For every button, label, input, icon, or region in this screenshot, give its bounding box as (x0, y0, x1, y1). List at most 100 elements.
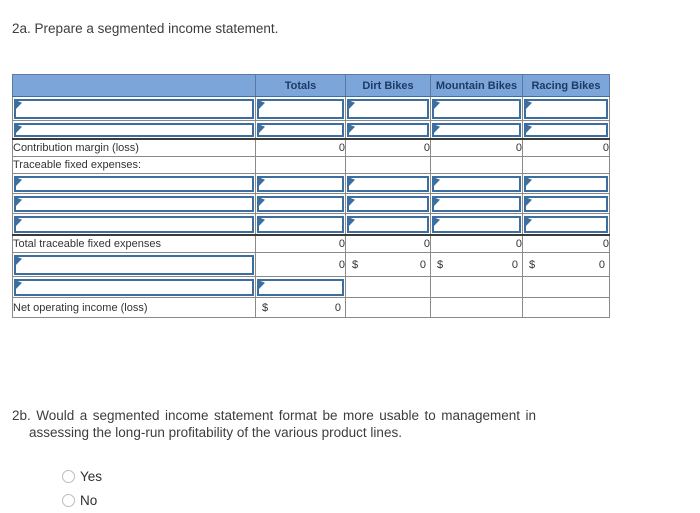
header-blank (12, 74, 256, 97)
input-box[interactable] (347, 176, 429, 192)
mountain-bikes-input[interactable] (430, 96, 523, 121)
row-label-input[interactable] (12, 213, 256, 235)
totals-value: 0 (255, 137, 346, 157)
dirt-bikes-input[interactable] (345, 96, 431, 121)
totals-input[interactable] (255, 173, 346, 194)
value: 0 (419, 258, 426, 271)
totals-input[interactable] (255, 120, 346, 139)
racing-bikes-value: 0 (522, 137, 610, 157)
input-box[interactable] (432, 176, 521, 192)
question-2b-line2: assessing the long-run profitability of … (29, 425, 402, 440)
input-box[interactable] (257, 216, 344, 233)
dirt-bikes-cell-empty (345, 276, 431, 298)
radio-button-no-icon[interactable] (62, 493, 75, 507)
row-label: Traceable fixed expenses: (12, 156, 256, 174)
input-box[interactable] (14, 216, 254, 233)
mountain-bikes-value: 0 (430, 137, 523, 157)
totals-input[interactable] (255, 96, 346, 121)
choice-no[interactable]: No (62, 488, 102, 512)
totals-input[interactable] (255, 193, 346, 214)
header-mountain-bikes: Mountain Bikes (430, 74, 523, 97)
input-box[interactable] (432, 196, 521, 212)
input-box[interactable] (14, 99, 254, 119)
dirt-bikes-value: $0 (345, 252, 431, 277)
racing-bikes-input[interactable] (522, 96, 610, 121)
dirt-bikes-value: 0 (345, 233, 431, 253)
dirt-bikes-input[interactable] (345, 213, 431, 235)
totals-value: 0 (255, 233, 346, 253)
radio-button-yes-icon[interactable] (62, 469, 75, 483)
row-label-input[interactable] (12, 120, 256, 139)
row-label-input[interactable] (12, 96, 256, 121)
racing-bikes-cell-empty (522, 297, 610, 318)
mountain-bikes-cell-empty (430, 297, 523, 318)
input-box[interactable] (432, 216, 521, 233)
input-box[interactable] (257, 99, 344, 119)
totals-input[interactable] (255, 213, 346, 235)
totals-value: $0 (255, 297, 346, 318)
table-header-row: Totals Dirt Bikes Mountain Bikes Racing … (12, 74, 610, 97)
dirt-bikes-input[interactable] (345, 173, 431, 194)
racing-bikes-input[interactable] (522, 193, 610, 214)
input-box[interactable] (14, 196, 254, 212)
input-box[interactable] (432, 99, 521, 119)
dirt-bikes-input[interactable] (345, 193, 431, 214)
mountain-bikes-value: $0 (430, 252, 523, 277)
mountain-bikes-input[interactable] (430, 193, 523, 214)
choice-yes[interactable]: Yes (62, 464, 102, 488)
table-row (12, 96, 610, 121)
racing-bikes-value: $0 (522, 252, 610, 277)
input-box[interactable] (347, 216, 429, 233)
net-operating-income-row: Net operating income (loss) $0 (12, 297, 610, 318)
input-box[interactable] (14, 176, 254, 192)
input-box[interactable] (14, 279, 254, 296)
segment-margin-row: 0 $0 $0 $0 (12, 252, 610, 277)
question-2a-number: 2a. (12, 21, 31, 36)
table-row (12, 193, 610, 214)
racing-bikes-input[interactable] (522, 173, 610, 194)
totals-value: 0 (255, 252, 346, 277)
input-box[interactable] (14, 255, 254, 275)
input-box[interactable] (432, 123, 521, 137)
input-box[interactable] (257, 196, 344, 212)
input-box[interactable] (347, 99, 429, 119)
question-2b-number: 2b. (12, 408, 31, 423)
table-row (12, 173, 610, 194)
row-label-input[interactable] (12, 193, 256, 214)
mountain-bikes-input[interactable] (430, 120, 523, 139)
question-2a-title: 2a. Prepare a segmented income statement… (12, 21, 278, 36)
mountain-bikes-input[interactable] (430, 173, 523, 194)
input-box[interactable] (257, 279, 344, 296)
choice-yes-label: Yes (80, 468, 103, 484)
input-box[interactable] (347, 123, 429, 137)
dirt-bikes-value: 0 (345, 137, 431, 157)
dirt-bikes-cell-empty (345, 297, 431, 318)
input-box[interactable] (524, 123, 608, 137)
input-box[interactable] (257, 176, 344, 192)
input-box[interactable] (347, 196, 429, 212)
racing-bikes-cell-empty (522, 276, 610, 298)
input-box[interactable] (524, 216, 608, 233)
currency-symbol: $ (352, 258, 359, 271)
table-row (12, 120, 610, 139)
choice-no-label: No (80, 492, 98, 508)
input-box[interactable] (257, 123, 344, 137)
totals-input[interactable] (255, 276, 346, 298)
dirt-bikes-input[interactable] (345, 120, 431, 139)
input-box[interactable] (524, 196, 608, 212)
input-box[interactable] (524, 176, 608, 192)
row-label-input[interactable] (12, 173, 256, 194)
input-box[interactable] (14, 123, 254, 137)
header-dirt-bikes: Dirt Bikes (345, 74, 431, 97)
row-label-input[interactable] (12, 276, 256, 298)
mountain-bikes-input[interactable] (430, 213, 523, 235)
racing-bikes-input[interactable] (522, 120, 610, 139)
mountain-bikes-cell-empty (430, 276, 523, 298)
value: 0 (598, 258, 605, 271)
row-label-input[interactable] (12, 252, 256, 277)
input-box[interactable] (524, 99, 608, 119)
traceable-fixed-expenses-row: Traceable fixed expenses: (12, 156, 610, 174)
totals-cell-empty (255, 156, 346, 174)
row-label: Contribution margin (loss) (12, 137, 256, 157)
racing-bikes-input[interactable] (522, 213, 610, 235)
